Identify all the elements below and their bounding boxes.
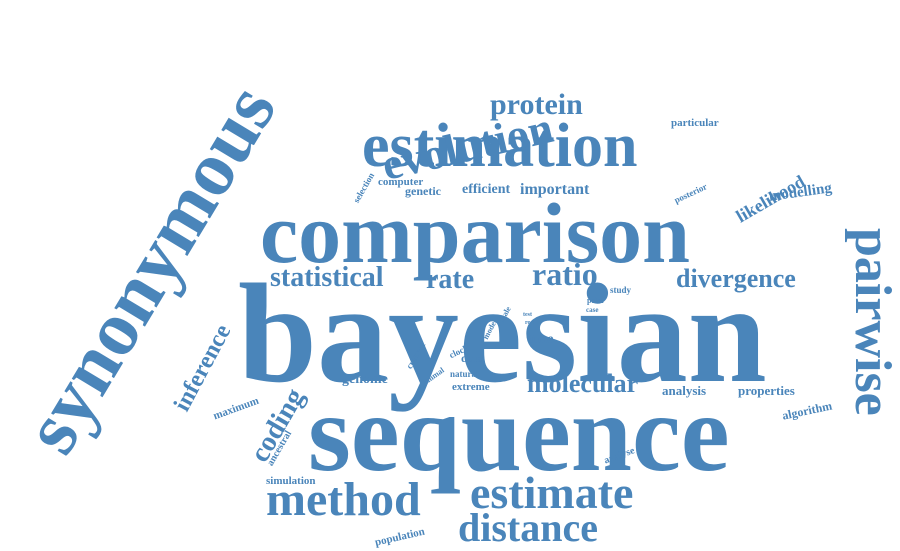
word-divergence: divergence	[676, 264, 796, 293]
word-real: real	[525, 320, 535, 326]
word-bayesian: bayesian	[238, 254, 767, 412]
word-simulation: simulation	[266, 475, 316, 487]
word-protein: protein	[490, 88, 583, 121]
word-ratio: ratio	[532, 256, 598, 292]
word-algorithm: algorithm	[780, 398, 834, 423]
word-pairwise: pairwise	[844, 228, 900, 416]
word-population: population	[373, 525, 426, 549]
word-extreme: extreme	[452, 381, 490, 393]
word-data: data	[461, 351, 484, 365]
word-efficient: efficient	[462, 182, 511, 197]
word-rate: rate	[426, 264, 475, 295]
word-estimate: estimate	[470, 467, 634, 518]
word-inference: inference	[169, 320, 237, 416]
word-prior: prior	[587, 296, 605, 305]
word-comparison: comparison	[260, 185, 690, 281]
word-study: study	[610, 285, 632, 295]
word-test: test	[523, 312, 532, 318]
word-molecular: molecular	[527, 369, 639, 398]
word-analysis: analysis	[662, 383, 707, 398]
word-method: method	[266, 473, 421, 526]
word-particular: particular	[671, 117, 719, 129]
word-computer: computer	[378, 176, 424, 188]
word-genome: genome	[342, 372, 388, 387]
word-estimation: estimation	[362, 112, 638, 180]
word-important: important	[520, 181, 590, 198]
word-distance: distance	[458, 505, 598, 550]
word-genetic: genetic	[405, 184, 441, 198]
word-sequence: sequence	[308, 372, 730, 494]
word-time: time	[527, 332, 554, 347]
word-natural: natural	[450, 369, 479, 379]
word-case: case	[586, 306, 599, 314]
word-statistical: statistical	[270, 262, 384, 293]
word-properties: properties	[738, 383, 795, 398]
